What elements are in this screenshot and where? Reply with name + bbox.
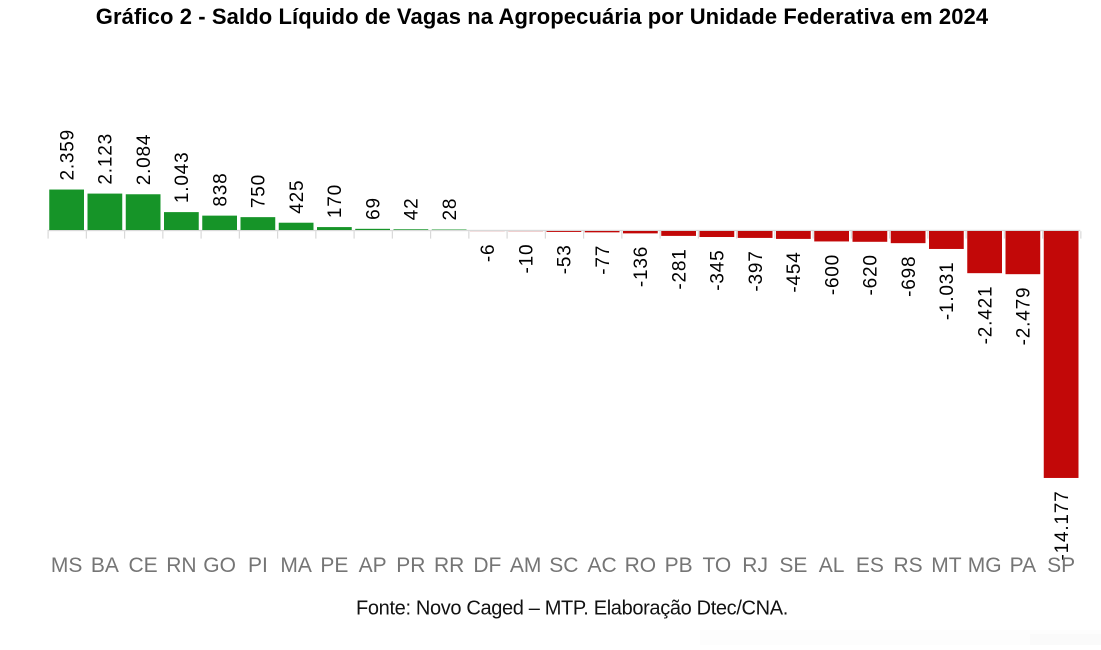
svg-text:42: 42 [402, 198, 423, 221]
svg-text:-620: -620 [861, 254, 882, 295]
svg-text:Gráfico 2 - Saldo Líquido de V: Gráfico 2 - Saldo Líquido de Vagas na Ag… [96, 4, 989, 29]
svg-text:-14.177: -14.177 [1052, 490, 1073, 560]
svg-text:-6: -6 [478, 244, 499, 263]
svg-text:RN: RN [166, 554, 196, 577]
svg-text:SE: SE [779, 554, 807, 577]
svg-text:170: 170 [325, 184, 346, 218]
svg-text:PI: PI [248, 554, 268, 577]
svg-text:PA: PA [1010, 554, 1036, 577]
svg-text:MA: MA [280, 554, 312, 577]
svg-text:MS: MS [51, 554, 83, 577]
svg-text:838: 838 [210, 173, 231, 207]
svg-text:MG: MG [968, 554, 1002, 577]
svg-text:-281: -281 [669, 248, 690, 289]
svg-text:GO: GO [203, 554, 236, 577]
svg-text:AL: AL [819, 554, 845, 577]
svg-text:-345: -345 [708, 250, 729, 291]
svg-text:RR: RR [434, 554, 464, 577]
svg-text:2.123: 2.123 [96, 133, 117, 185]
svg-text:SC: SC [549, 554, 578, 577]
svg-text:-2.479: -2.479 [1014, 287, 1035, 346]
svg-text:SP: SP [1047, 554, 1075, 577]
svg-text:2.084: 2.084 [134, 134, 155, 186]
svg-text:-2.421: -2.421 [975, 286, 996, 345]
svg-text:PB: PB [665, 554, 693, 577]
svg-text:CE: CE [129, 554, 158, 577]
svg-text:-698: -698 [899, 256, 920, 297]
svg-text:-136: -136 [631, 246, 652, 287]
svg-text:AP: AP [359, 554, 387, 577]
svg-text:RJ: RJ [742, 554, 768, 577]
svg-text:BA: BA [91, 554, 119, 577]
svg-text:-10: -10 [516, 244, 537, 274]
svg-text:RS: RS [894, 554, 923, 577]
svg-text:ES: ES [856, 554, 884, 577]
svg-text:-397: -397 [746, 250, 767, 291]
svg-text:RO: RO [625, 554, 657, 577]
svg-text:-600: -600 [822, 254, 843, 295]
svg-text:-1.031: -1.031 [937, 261, 958, 320]
svg-text:AM: AM [510, 554, 542, 577]
svg-text:MT: MT [931, 554, 961, 577]
svg-text:TO: TO [702, 554, 731, 577]
svg-text:-77: -77 [593, 245, 614, 275]
svg-text:PE: PE [320, 554, 348, 577]
svg-text:2.359: 2.359 [57, 129, 78, 181]
svg-text:-53: -53 [555, 244, 576, 274]
svg-text:425: 425 [287, 180, 308, 214]
svg-text:69: 69 [363, 197, 384, 220]
svg-text:AC: AC [588, 554, 617, 577]
svg-text:PR: PR [396, 554, 425, 577]
svg-text:-454: -454 [784, 251, 805, 292]
svg-text:750: 750 [249, 174, 270, 208]
svg-text:DF: DF [473, 554, 501, 577]
svg-text:1.043: 1.043 [172, 152, 193, 204]
svg-text:28: 28 [440, 198, 461, 221]
svg-text:Fonte: Novo Caged – MTP. Elabo: Fonte: Novo Caged – MTP. Elaboração Dtec… [356, 598, 788, 620]
